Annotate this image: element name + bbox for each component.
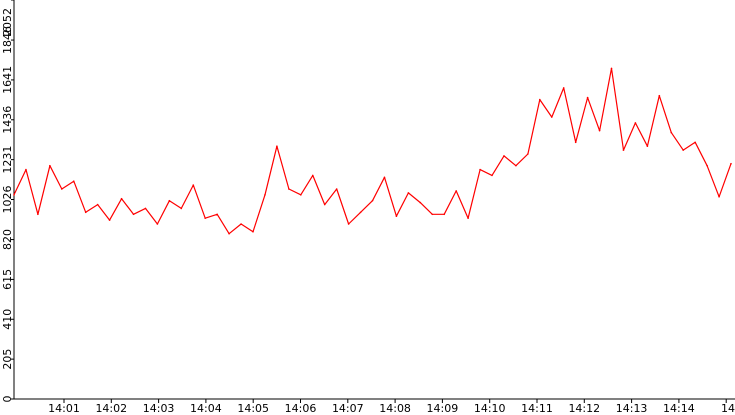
data-point (371, 199, 374, 202)
data-point (288, 188, 290, 190)
x-tick-label: 14:11 (521, 402, 553, 415)
data-point (491, 174, 493, 177)
data-point (311, 174, 314, 177)
x-tick-label: 14:06 (285, 402, 317, 415)
x-tick-label: 14:02 (95, 402, 127, 415)
data-point (168, 199, 171, 202)
series-line-0 (13, 67, 732, 235)
y-tick-label: 1231 (1, 146, 14, 174)
x-tick-label: 14:09 (427, 402, 459, 415)
data-point (670, 131, 673, 134)
data-point (574, 141, 577, 144)
data-point (180, 207, 183, 210)
data-point (610, 67, 613, 70)
x-tick-label: 14:04 (190, 402, 222, 415)
y-tick-label: 410 (1, 309, 14, 330)
data-point (634, 122, 637, 124)
data-point (61, 188, 63, 190)
data-point (658, 94, 661, 97)
data-point (562, 87, 565, 89)
y-tick-label: 820 (1, 229, 14, 250)
data-point (359, 211, 362, 214)
data-point (407, 192, 410, 194)
data-point (586, 96, 589, 99)
data-point (682, 149, 685, 151)
data-point (84, 211, 87, 214)
data-point (467, 217, 469, 219)
data-point (156, 223, 159, 225)
data-point (527, 153, 529, 155)
data-point (192, 184, 195, 186)
data-point (13, 194, 15, 196)
data-point (539, 98, 541, 101)
x-tick-label: 14:05 (237, 402, 269, 415)
data-point (431, 213, 434, 216)
x-tick-label: 14 (721, 402, 735, 415)
x-tick-label: 14:13 (616, 402, 648, 415)
data-point (49, 164, 51, 167)
data-point (419, 201, 422, 204)
data-point (37, 213, 39, 216)
data-point (718, 195, 720, 198)
data-point (216, 213, 218, 216)
x-tick-label: 14:07 (332, 402, 364, 415)
data-point (443, 213, 446, 216)
data-point (25, 168, 27, 171)
y-tick-label: 1641 (1, 66, 14, 94)
data-point (503, 155, 505, 157)
data-point (646, 145, 649, 148)
x-tick-label: 14:01 (48, 402, 80, 415)
data-point (276, 145, 278, 148)
data-point (515, 164, 517, 167)
y-tick-label: 615 (1, 269, 14, 290)
data-point (550, 116, 553, 118)
y-tick-label: 1026 (1, 186, 14, 214)
data-point (204, 217, 207, 219)
data-point (347, 223, 350, 225)
data-point (455, 190, 457, 192)
y-tick-label: 1846 (1, 26, 14, 54)
data-point (622, 149, 625, 151)
y-tick-label: 205 (1, 349, 14, 370)
data-point (323, 203, 326, 206)
data-point (144, 207, 147, 210)
data-point (598, 129, 601, 132)
x-tick-label: 14:12 (568, 402, 600, 415)
data-point (694, 141, 696, 144)
y-tick-label: 0 (1, 396, 14, 403)
data-point (120, 197, 123, 200)
x-axis-ticks: 14:01 14:02 14:03 14:04 14:05 14:06 14:07 14:08… (48, 399, 735, 415)
data-point (96, 203, 99, 206)
y-tick-label: 2052 (1, 8, 14, 36)
x-tick-label: 14:14 (663, 402, 695, 415)
data-point (228, 232, 230, 235)
data-point (730, 162, 732, 165)
x-tick-label: 14:10 (474, 402, 506, 415)
data-point (108, 219, 111, 221)
y-tick-label: 1436 (1, 106, 14, 134)
x-tick-label: 14:03 (143, 402, 175, 415)
data-point (72, 180, 75, 183)
data-point (264, 194, 266, 196)
data-point (132, 213, 135, 216)
data-point (383, 176, 386, 179)
data-point (252, 230, 254, 233)
series-layer (13, 67, 732, 235)
data-point (335, 188, 338, 190)
data-point (300, 194, 302, 196)
data-point (395, 215, 398, 218)
x-tick-label: 14:08 (379, 402, 411, 415)
data-point (240, 223, 242, 225)
data-point (706, 164, 708, 167)
data-point (479, 168, 481, 171)
